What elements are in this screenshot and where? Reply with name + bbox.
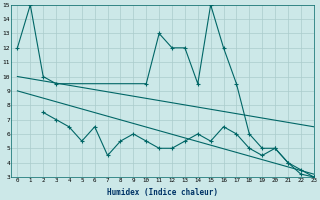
X-axis label: Humidex (Indice chaleur): Humidex (Indice chaleur) [107, 188, 218, 197]
